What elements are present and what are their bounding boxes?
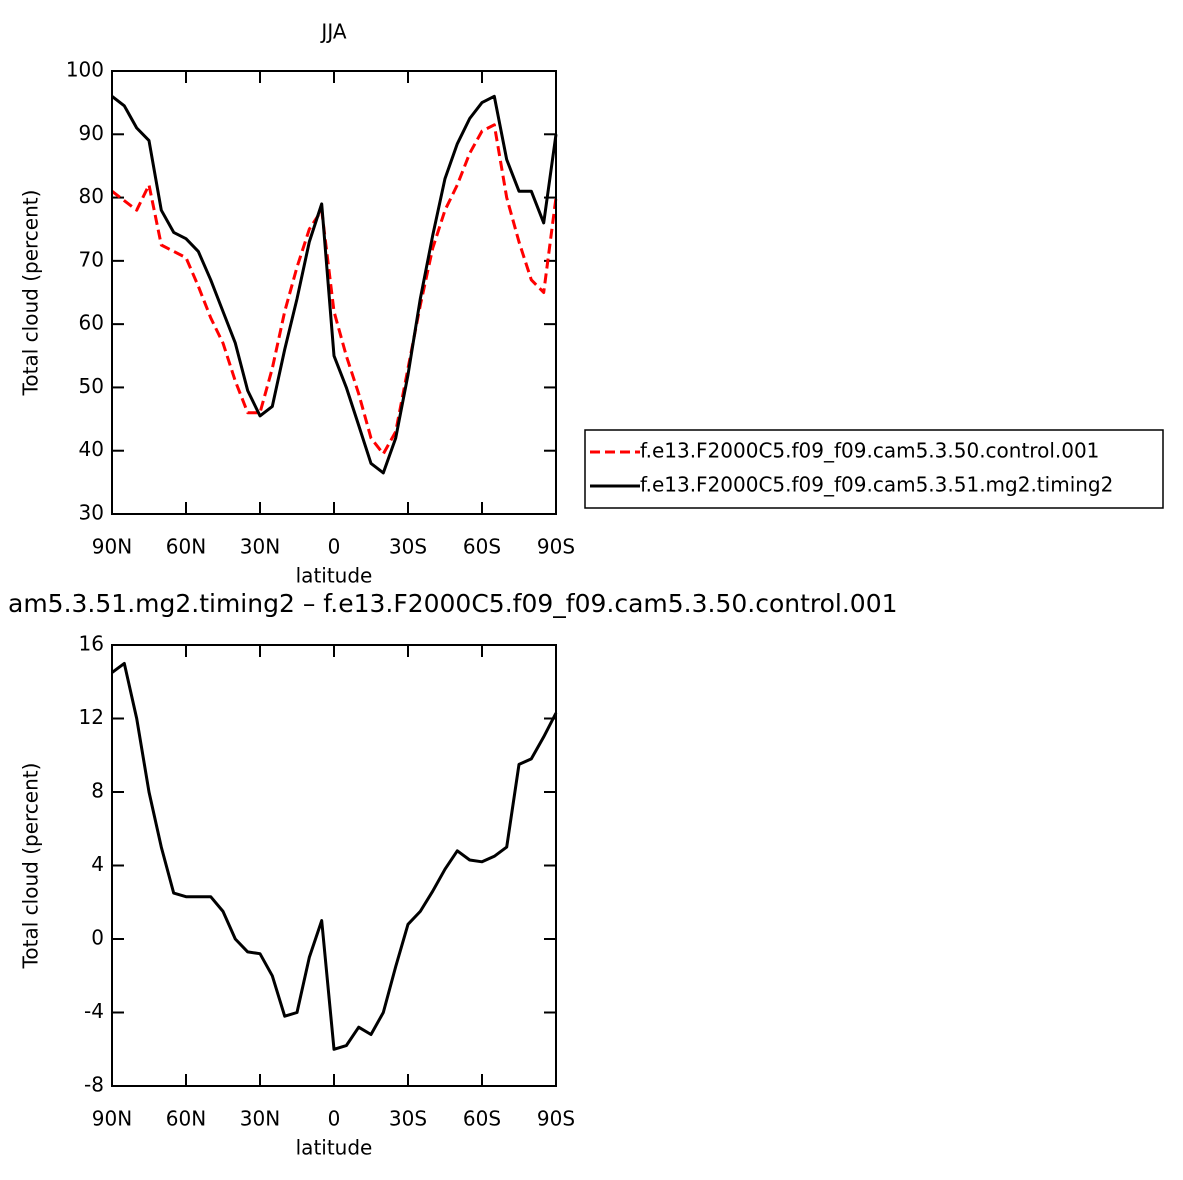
y-tick-label: 50 — [79, 374, 104, 398]
x-tick-label: 60S — [463, 1107, 501, 1131]
x-tick-label: 90N — [92, 1107, 132, 1131]
x-tick-label: 0 — [328, 1107, 341, 1131]
x-tick-label: 30N — [240, 1107, 280, 1131]
y-tick-label: 30 — [79, 501, 104, 525]
data-line — [111, 94, 558, 475]
x-tick-label: 60N — [166, 1107, 206, 1131]
y-tick-label: 60 — [79, 311, 104, 335]
y-tick-label: 8 — [91, 779, 104, 803]
y-axis-label: Total cloud (percent) — [19, 763, 43, 970]
x-axis-label: latitude — [296, 564, 373, 588]
y-tick-label: 80 — [79, 184, 104, 208]
y-tick-label: 16 — [79, 632, 104, 656]
x-tick-label: 30S — [389, 1107, 427, 1131]
plot-frame — [111, 70, 557, 515]
x-tick-label: 60N — [166, 535, 206, 559]
y-axis-label: Total cloud (percent) — [19, 190, 43, 397]
legend-label: f.e13.F2000C5.f09_f09.cam5.3.51.mg2.timi… — [640, 473, 1113, 497]
plot-frame — [111, 644, 557, 1087]
chart-title: JJA — [319, 20, 346, 44]
y-tick-label: 100 — [66, 58, 104, 82]
y-tick-label: 12 — [79, 705, 104, 729]
legend-box — [584, 429, 1164, 509]
x-tick-label: 30S — [389, 535, 427, 559]
legend-label: f.e13.F2000C5.f09_f09.cam5.3.50.control.… — [640, 439, 1099, 463]
x-tick-label: 90S — [537, 1107, 575, 1131]
y-tick-label: 90 — [79, 121, 104, 145]
x-tick-label: 30N — [240, 535, 280, 559]
y-tick-label: 0 — [91, 926, 104, 950]
data-line — [111, 661, 558, 1051]
x-tick-label: 0 — [328, 535, 341, 559]
y-tick-label: 4 — [91, 852, 104, 876]
y-tick-label: 70 — [79, 247, 104, 271]
x-tick-label: 60S — [463, 535, 501, 559]
y-tick-label: 40 — [79, 437, 104, 461]
y-tick-label: -8 — [84, 1073, 104, 1097]
x-tick-label: 90N — [92, 535, 132, 559]
x-axis-label: latitude — [296, 1136, 373, 1160]
y-tick-label: -4 — [84, 999, 104, 1023]
chart-title: am5.3.51.mg2.timing2 – f.e13.F2000C5.f09… — [8, 589, 898, 618]
data-line — [111, 123, 558, 456]
x-tick-label: 90S — [537, 535, 575, 559]
